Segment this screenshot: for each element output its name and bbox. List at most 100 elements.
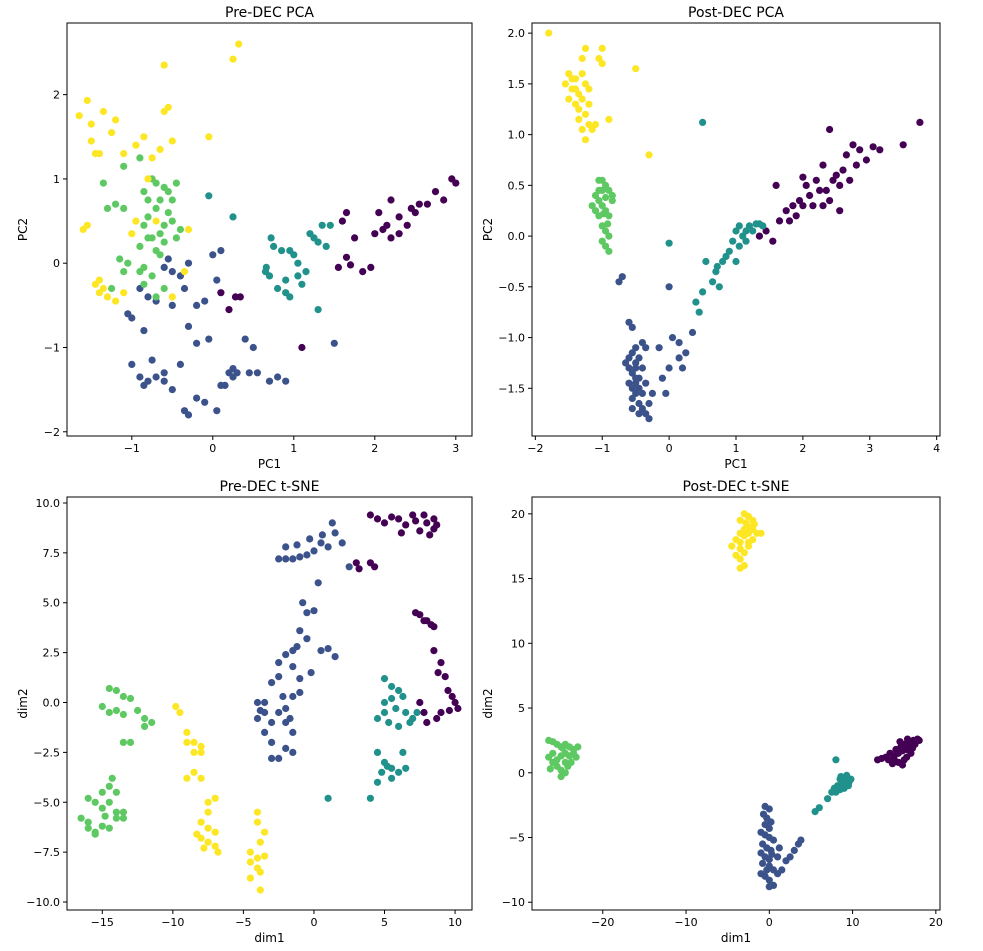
data-point-cluster-2 (290, 251, 298, 259)
data-point-cluster-3 (140, 188, 148, 196)
data-point-cluster-0 (416, 611, 424, 619)
x-axis-label: PC1 (724, 457, 747, 471)
data-point-cluster-4 (261, 852, 269, 860)
data-point-cluster-2 (845, 778, 853, 786)
data-point-cluster-1 (286, 714, 294, 723)
data-point-cluster-3 (134, 706, 142, 715)
y-tick-label: 5 (518, 702, 525, 715)
data-point-cluster-4 (204, 808, 212, 816)
data-point-cluster-0 (896, 738, 904, 746)
data-point-cluster-1 (144, 377, 152, 385)
data-point-cluster-3 (105, 708, 113, 717)
data-point-cluster-4 (190, 748, 198, 757)
data-point-cluster-3 (112, 706, 120, 715)
data-point-cluster-3 (103, 204, 112, 212)
data-point-cluster-4 (757, 529, 765, 537)
data-point-cluster-4 (591, 120, 600, 129)
data-point-cluster-1 (253, 369, 261, 377)
data-point-cluster-2 (294, 272, 302, 280)
data-point-cluster-2 (286, 293, 294, 301)
data-point-cluster-4 (197, 774, 205, 782)
data-point-cluster-1 (184, 322, 193, 330)
data-point-cluster-2 (399, 692, 407, 701)
data-point-cluster-1 (306, 535, 314, 543)
data-point-cluster-4 (575, 115, 583, 123)
data-point-cluster-3 (98, 804, 106, 812)
axes-frame (66, 22, 473, 437)
data-point-cluster-3 (572, 753, 580, 761)
data-point-cluster-1 (645, 415, 653, 423)
data-point-cluster-1 (282, 543, 290, 551)
data-point-cluster-2 (314, 306, 322, 314)
data-point-cluster-0 (862, 156, 871, 164)
data-point-cluster-2 (229, 213, 237, 221)
data-point-cluster-1 (256, 706, 264, 715)
data-point-cluster-0 (799, 202, 807, 210)
data-point-cluster-3 (545, 753, 553, 761)
data-point-cluster-2 (385, 718, 393, 727)
data-point-cluster-0 (789, 202, 797, 210)
y-tick-label: −1.5 (498, 382, 525, 395)
data-point-cluster-1 (193, 394, 201, 402)
data-point-cluster-1 (275, 673, 283, 681)
data-point-cluster-1 (642, 344, 650, 352)
data-point-cluster-3 (112, 686, 120, 695)
x-tick-label: 2 (371, 442, 378, 455)
data-point-cluster-1 (193, 339, 201, 347)
data-point-cluster-0 (397, 529, 405, 537)
data-point-cluster-1 (128, 360, 136, 368)
data-point-cluster-3 (141, 714, 149, 723)
data-point-cluster-3 (126, 738, 135, 747)
data-point-cluster-0 (819, 161, 827, 169)
y-tick-label: −1 (44, 342, 60, 355)
data-point-cluster-1 (289, 692, 297, 701)
data-point-cluster-1 (330, 339, 338, 347)
data-point-cluster-4 (578, 54, 586, 63)
data-point-cluster-3 (559, 744, 567, 752)
data-point-cluster-1 (797, 836, 805, 844)
data-point-cluster-1 (765, 876, 773, 884)
data-point-cluster-4 (190, 768, 198, 776)
data-point-cluster-0 (842, 151, 851, 159)
data-point-cluster-2 (388, 682, 396, 691)
data-point-cluster-2 (745, 222, 754, 230)
data-point-cluster-1 (279, 692, 287, 701)
data-point-cluster-0 (826, 197, 834, 205)
data-point-cluster-1 (632, 364, 640, 372)
y-tick-label: 7.5 (43, 547, 61, 560)
data-point-cluster-1 (307, 669, 315, 677)
data-point-cluster-2 (282, 276, 290, 284)
data-point-cluster-4 (545, 29, 553, 37)
data-point-cluster-2 (380, 698, 389, 707)
data-point-cluster-0 (338, 217, 346, 225)
data-point-cluster-2 (742, 227, 750, 235)
data-point-cluster-3 (98, 822, 106, 830)
data-point-cluster-0 (846, 176, 854, 184)
data-point-cluster-3 (148, 272, 156, 280)
data-point-cluster-2 (322, 242, 330, 250)
data-point-cluster-0 (903, 735, 912, 743)
y-tick-label: 1 (53, 173, 60, 186)
data-point-cluster-1 (774, 853, 782, 861)
data-point-cluster-0 (836, 181, 844, 189)
data-point-cluster-4 (164, 103, 172, 111)
data-point-cluster-1 (176, 360, 184, 368)
data-point-cluster-2 (729, 237, 737, 245)
data-point-cluster-3 (152, 293, 160, 301)
data-point-cluster-3 (172, 179, 180, 187)
panel-pre-dec-pca: Pre-DEC PCA −1 0 1 2 3 −2 −1 0 1 2 PC1 PC2 (16, 5, 473, 471)
y-tick-label: 2.0 (508, 27, 526, 40)
data-point-cluster-1 (265, 377, 274, 385)
data-point-cluster-1 (635, 384, 643, 392)
data-point-cluster-1 (675, 354, 683, 362)
data-point-cluster-3 (98, 788, 106, 796)
data-point-cluster-0 (434, 669, 442, 677)
data-point-cluster-2 (294, 259, 302, 267)
data-point-cluster-3 (120, 204, 128, 212)
data-point-cluster-0 (371, 230, 379, 238)
data-point-cluster-1 (293, 541, 301, 549)
data-point-cluster-2 (709, 278, 717, 286)
data-point-cluster-4 (581, 110, 590, 118)
data-point-cluster-3 (84, 818, 92, 826)
data-point-cluster-2 (832, 756, 840, 764)
